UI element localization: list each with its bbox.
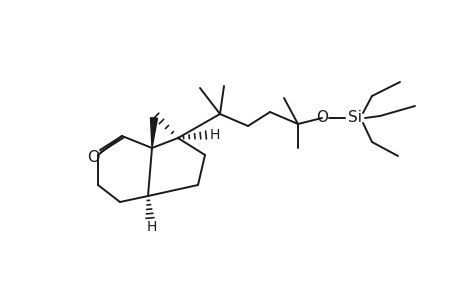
Text: H: H [209,128,220,142]
Text: Si: Si [347,110,361,125]
Text: O: O [87,151,99,166]
Text: O: O [315,110,327,125]
Text: H: H [146,220,157,234]
Polygon shape [150,118,157,148]
